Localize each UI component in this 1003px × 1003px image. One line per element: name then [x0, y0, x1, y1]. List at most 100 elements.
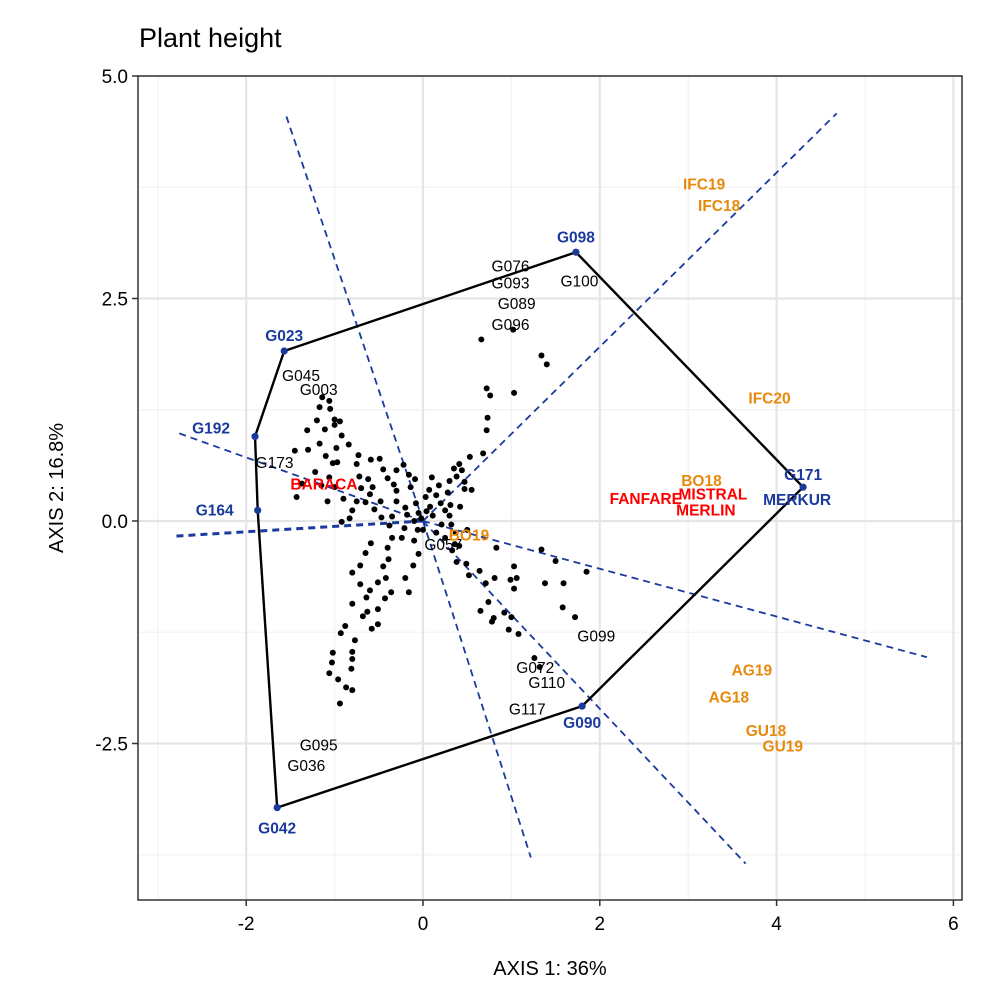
genotype-point	[393, 467, 400, 474]
genotype-point	[511, 563, 518, 570]
genotype-point	[583, 568, 590, 575]
genotype-point	[378, 514, 385, 521]
vertex-genotype-point	[280, 347, 288, 355]
genotype-label: G100	[561, 274, 599, 291]
genotype-point	[345, 441, 352, 448]
genotype-point	[463, 560, 470, 567]
genotype-point	[389, 534, 396, 541]
sector-line	[175, 431, 424, 522]
genotype-point	[380, 466, 387, 473]
hull-polygon	[253, 251, 805, 809]
genotype-point	[376, 455, 383, 462]
vertex-genotype-label: G023	[265, 328, 303, 345]
genotype-point	[422, 493, 429, 500]
genotype-label: G095	[300, 737, 338, 754]
x-tick-label: -2	[238, 914, 255, 935]
genotype-point	[331, 421, 338, 428]
environment-label: AG19	[732, 663, 773, 680]
genotype-point	[393, 498, 400, 505]
genotype-point	[349, 569, 356, 576]
genotype-point	[331, 484, 338, 491]
genotype-point	[374, 606, 381, 613]
chart-title: Plant height	[139, 23, 282, 53]
genotype-point	[448, 521, 455, 528]
genotype-point	[420, 526, 426, 533]
genotype-point	[478, 336, 485, 343]
genotype-point	[446, 512, 453, 519]
genotype-point	[366, 587, 373, 594]
sector-line	[422, 520, 747, 865]
genotype-point	[560, 580, 567, 587]
genotype-point	[501, 609, 508, 616]
genotype-point	[329, 649, 336, 656]
genotype-point	[513, 574, 520, 581]
genotype-point	[357, 581, 364, 588]
genotype-point	[384, 544, 391, 551]
genotype-point	[338, 432, 345, 439]
genotype-point	[318, 482, 325, 489]
y-tick-label: 5.0	[102, 67, 128, 88]
genotype-point	[411, 518, 418, 524]
genotype-point	[349, 507, 356, 514]
genotype-point	[468, 486, 475, 493]
genotype-point	[559, 604, 566, 611]
genotype-point	[505, 626, 512, 633]
genotype-point	[386, 522, 393, 529]
genotype-point	[427, 503, 434, 510]
vertex-genotype-point	[799, 483, 807, 491]
genotype-point	[336, 418, 343, 425]
genotype-point	[552, 558, 559, 565]
genotype-point	[402, 574, 409, 581]
genotype-point	[488, 618, 495, 625]
genotype-point	[362, 550, 369, 557]
genotype-point	[369, 484, 376, 491]
environment-label: FANFARE	[610, 491, 682, 508]
genotype-point	[444, 489, 451, 496]
environment-label: GU18	[746, 723, 787, 740]
vertex-genotype-label: G098	[557, 230, 595, 247]
genotype-point	[362, 499, 369, 506]
genotype-point	[464, 526, 471, 533]
genotype-point	[456, 542, 463, 549]
genotype-point	[333, 445, 340, 452]
genotype-point	[572, 614, 579, 621]
genotype-point	[340, 495, 347, 502]
vertex-genotype-point	[251, 432, 259, 441]
sector-line	[422, 520, 928, 659]
sector-line	[422, 112, 838, 522]
y-tick-label: 0.0	[102, 512, 128, 533]
genotype-point	[457, 503, 464, 510]
genotype-point	[374, 579, 381, 586]
genotype-point	[541, 580, 548, 587]
genotype-point	[312, 469, 319, 476]
genotype-point	[433, 492, 440, 499]
genotype-label: G076	[492, 258, 530, 275]
vertex-genotype-label: G192	[192, 420, 230, 437]
genotype-point	[412, 500, 419, 507]
genotype-point	[398, 534, 405, 541]
genotype-point	[305, 446, 312, 453]
genotype-point	[349, 687, 356, 694]
genotype-point	[536, 663, 543, 670]
x-tick-label: 4	[771, 914, 782, 935]
genotype-point	[487, 392, 494, 399]
genotype-point	[461, 478, 468, 485]
genotype-point	[510, 326, 517, 333]
genotype-points	[251, 248, 807, 812]
genotype-point	[348, 665, 355, 672]
environment-label: BARACA	[290, 477, 357, 494]
genotype-label: G093	[492, 275, 530, 292]
genotype-point	[456, 461, 463, 468]
vertex-genotype-point	[273, 803, 281, 812]
vertex-genotype-label: G171	[784, 467, 822, 484]
y-tick-label: -2.5	[95, 735, 128, 756]
genotype-point	[316, 440, 323, 447]
x-tick-label: 2	[595, 914, 606, 935]
genotype-point	[393, 487, 400, 494]
genotype-point	[367, 456, 374, 463]
environment-label: GU19	[763, 738, 804, 755]
environment-label: AG18	[709, 689, 750, 706]
genotype-point	[349, 600, 356, 607]
genotype-point	[291, 447, 298, 454]
